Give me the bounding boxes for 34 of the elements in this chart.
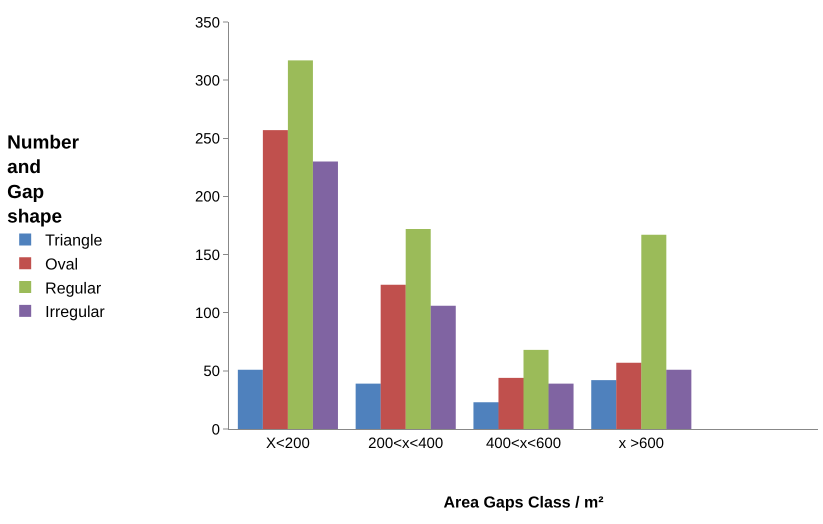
bar xyxy=(430,306,456,429)
legend-label: Irregular xyxy=(45,304,106,322)
bar xyxy=(262,130,288,429)
bar xyxy=(641,234,666,429)
y-tick-label: 250 xyxy=(194,130,220,148)
x-axis-title: Area Gaps Class / m² xyxy=(443,494,604,512)
bar xyxy=(616,362,642,429)
bar xyxy=(666,370,692,429)
bar xyxy=(380,284,406,429)
bar xyxy=(498,378,524,429)
bar xyxy=(406,228,431,429)
bar xyxy=(288,60,313,429)
x-tick-label: 400<x<600 xyxy=(486,435,562,452)
bar xyxy=(548,384,574,429)
y-tick-label: 100 xyxy=(194,304,220,322)
bar xyxy=(312,162,338,429)
bar xyxy=(524,350,549,429)
legend-label: Oval xyxy=(45,256,78,274)
bar xyxy=(473,402,498,429)
y-tick-label: 350 xyxy=(194,14,220,32)
legend-title: Number and Gap shape xyxy=(7,132,80,228)
bar xyxy=(591,380,616,429)
legend-label: Triangle xyxy=(45,232,102,250)
bar xyxy=(238,370,263,429)
y-tick-label: 0 xyxy=(212,421,220,438)
y-tick-label: 200 xyxy=(194,188,220,206)
bar xyxy=(356,384,381,429)
legend-label: Regular xyxy=(45,280,102,298)
y-tick-label: 300 xyxy=(194,72,220,90)
x-tick-label: 200<x<400 xyxy=(368,435,444,452)
x-tick-label: X<200 xyxy=(266,435,310,452)
y-tick-label: 50 xyxy=(203,363,220,380)
y-tick-label: 150 xyxy=(194,246,220,264)
x-tick-label: x >600 xyxy=(618,435,664,452)
